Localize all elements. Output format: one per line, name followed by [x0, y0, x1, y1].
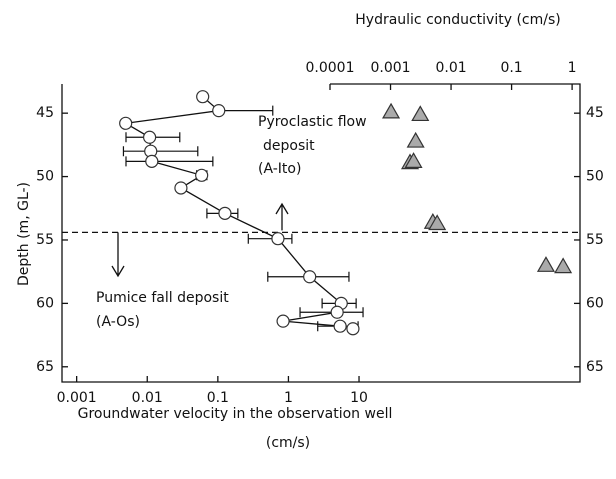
- y-tick-label: 45: [36, 105, 54, 121]
- x2-tick-label: 0.0001: [306, 60, 355, 76]
- annotation: Pumice fall deposit: [96, 290, 229, 306]
- y-tick-label: 55: [36, 232, 54, 248]
- circle-point: [333, 319, 347, 333]
- triangle-point: [411, 105, 430, 122]
- x-tick-label: 10: [350, 390, 368, 406]
- x-tick-label: 0.01: [132, 390, 163, 406]
- annotation: Pyroclastic flow: [258, 114, 367, 130]
- y-tick-label: 60: [36, 295, 54, 311]
- y-axis-title: Depth (m, GL-): [16, 182, 32, 286]
- circle-point: [145, 154, 159, 168]
- x2-tick-label: 0.01: [435, 60, 466, 76]
- error-bar: [125, 156, 214, 167]
- circle-point: [303, 270, 317, 284]
- x2-tick-label: 0.1: [500, 60, 522, 76]
- x-axis-title: Groundwater velocity in the observation …: [78, 406, 393, 422]
- x2-tick-label: 1: [568, 60, 577, 76]
- error-bar: [122, 146, 199, 157]
- y-tick-label: 50: [586, 169, 604, 185]
- triangle-point: [382, 102, 401, 119]
- circle-point: [271, 232, 285, 246]
- y-tick-label: 50: [36, 169, 54, 185]
- x-axis-title: (cm/s): [266, 435, 310, 451]
- circle-point: [330, 305, 344, 319]
- triangle-point: [406, 131, 425, 148]
- x-tick-label: 0.001: [57, 390, 97, 406]
- triangle-point: [554, 257, 573, 274]
- triangle-point: [428, 214, 447, 231]
- y-tick-label: 65: [36, 359, 54, 375]
- circle-point: [218, 206, 232, 220]
- triangle-point: [536, 256, 556, 272]
- annotation-arrow: [275, 202, 289, 231]
- y-tick-label: 60: [586, 295, 604, 311]
- x-tick-label: 1: [284, 390, 293, 406]
- circle-point: [212, 104, 226, 118]
- axis-frame: [61, 83, 581, 383]
- circle-point: [346, 322, 360, 336]
- y-tick-label: 65: [586, 359, 604, 375]
- annotation: (A-Os): [96, 314, 140, 330]
- x2-axis-title: Hydraulic conductivity (cm/s): [355, 12, 560, 28]
- error-bar: [247, 233, 293, 244]
- annotation: deposit: [263, 138, 315, 154]
- x2-tick-label: 0.001: [370, 60, 410, 76]
- circle-point: [174, 181, 188, 195]
- circle-point: [143, 130, 157, 144]
- series-line: [123, 96, 354, 330]
- circle-point: [196, 90, 210, 104]
- triangle-point: [404, 152, 423, 168]
- circle-point: [195, 168, 209, 182]
- circle-point: [276, 314, 290, 328]
- y-tick-label: 55: [586, 232, 604, 248]
- circle-point: [119, 116, 133, 130]
- annotation-arrow: [111, 232, 125, 278]
- annotation: (A-Ito): [258, 161, 301, 177]
- y-tick-label: 45: [586, 105, 604, 121]
- x-tick-label: 0.1: [207, 390, 229, 406]
